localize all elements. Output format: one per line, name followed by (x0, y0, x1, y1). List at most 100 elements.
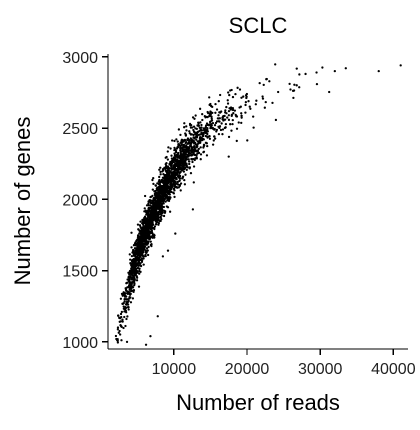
data-point (235, 127, 239, 130)
data-point (177, 186, 180, 189)
data-point (222, 115, 225, 118)
data-point (164, 163, 167, 166)
data-point (146, 249, 149, 252)
data-point (150, 244, 153, 248)
data-point (209, 111, 212, 114)
data-point (144, 253, 147, 257)
data-point (171, 139, 174, 142)
data-point (158, 175, 161, 179)
data-point (183, 162, 186, 166)
data-point (168, 162, 171, 166)
data-point (218, 120, 221, 123)
data-point (219, 128, 223, 132)
y-axis-title: Number of genes (10, 117, 35, 286)
data-point (125, 340, 129, 344)
data-point (123, 315, 126, 319)
data-point (242, 95, 245, 98)
data-point (226, 116, 229, 119)
data-point (163, 181, 166, 184)
data-point (120, 292, 124, 296)
data-point (204, 134, 208, 138)
data-point (244, 101, 248, 104)
data-point (148, 227, 152, 230)
data-point (146, 219, 149, 222)
data-point (166, 178, 169, 181)
data-point (240, 116, 243, 119)
data-point (162, 190, 165, 193)
data-point (168, 176, 171, 179)
data-point (169, 160, 172, 164)
data-point (182, 145, 185, 148)
data-point (205, 128, 209, 131)
data-point (228, 93, 231, 97)
data-point (165, 180, 168, 183)
data-point (141, 242, 144, 245)
data-point (192, 125, 196, 128)
data-point (125, 317, 128, 321)
data-point (158, 185, 162, 188)
data-point (174, 162, 177, 166)
data-point (127, 279, 131, 282)
data-point (198, 107, 202, 110)
data-point (159, 187, 162, 191)
data-point (192, 151, 195, 155)
data-point (192, 133, 195, 137)
data-point (201, 133, 204, 136)
data-point (138, 242, 141, 245)
data-point (140, 235, 143, 238)
data-point (130, 284, 133, 288)
data-point (159, 199, 162, 202)
data-point (231, 122, 234, 126)
data-point (292, 96, 295, 100)
data-point (180, 143, 184, 146)
data-points-layer (114, 63, 402, 346)
data-point (161, 199, 165, 203)
data-point (154, 222, 158, 226)
x-tick-label: 40000 (371, 361, 416, 378)
data-point (227, 110, 231, 113)
data-point (128, 270, 132, 273)
data-point (122, 326, 125, 330)
data-point (195, 138, 198, 141)
data-point (173, 157, 176, 160)
data-point (178, 183, 181, 187)
data-point (183, 122, 186, 125)
data-point (166, 249, 170, 252)
data-point (128, 295, 131, 299)
x-axis-title: Number of reads (176, 390, 340, 415)
data-point (143, 245, 147, 248)
data-point (156, 206, 160, 209)
data-point (193, 149, 196, 152)
data-point (167, 174, 170, 177)
data-point (119, 333, 122, 336)
data-point (154, 211, 157, 214)
data-point (125, 282, 128, 285)
data-point (220, 122, 223, 125)
x-axis-ticks: 10000 20000 30000 40000 (152, 349, 416, 378)
data-point (217, 132, 221, 136)
data-point (116, 328, 119, 331)
data-point (227, 155, 230, 158)
y-tick-label: 3000 (62, 50, 98, 67)
data-point (166, 167, 169, 170)
data-point (209, 102, 212, 106)
data-point (170, 157, 174, 160)
data-point (175, 138, 178, 141)
data-point (262, 83, 265, 87)
data-point (185, 168, 188, 172)
data-point (166, 183, 169, 187)
data-point (159, 166, 162, 169)
data-point (186, 149, 190, 152)
data-point (231, 108, 235, 112)
data-point (122, 291, 126, 295)
data-point (199, 153, 203, 156)
data-point (162, 185, 165, 188)
data-point (142, 230, 145, 233)
data-point (141, 252, 144, 255)
data-point (202, 128, 206, 132)
data-point (121, 302, 124, 305)
data-point (235, 139, 238, 143)
data-point (120, 310, 124, 314)
data-point (207, 135, 210, 138)
data-point (237, 121, 240, 124)
